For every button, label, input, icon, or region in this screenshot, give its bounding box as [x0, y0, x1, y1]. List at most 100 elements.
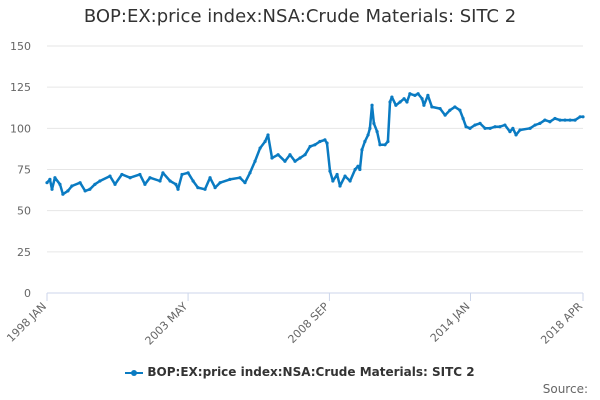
data-point: [360, 148, 364, 152]
data-point: [58, 182, 62, 186]
data-point: [488, 126, 492, 130]
data-point: [270, 156, 274, 160]
data-point: [318, 139, 322, 144]
data-point: [45, 181, 49, 185]
data-point: [573, 118, 577, 122]
data-point: [191, 179, 195, 183]
data-point: [461, 116, 465, 121]
data-point: [293, 159, 297, 163]
data-point: [298, 156, 302, 160]
data-point: [390, 95, 394, 99]
data-point: [366, 133, 370, 137]
legend-item[interactable]: BOP:EX:price index:NSA:Crude Materials: …: [0, 365, 600, 379]
data-point: [405, 100, 409, 104]
x-tick-label: 2008 SEP: [286, 300, 332, 346]
data-point: [180, 172, 184, 177]
data-point: [372, 121, 376, 125]
data-point: [263, 139, 267, 144]
y-tick-label: 100: [10, 122, 31, 135]
source-label: Source:: [542, 382, 588, 396]
data-point: [98, 179, 102, 183]
data-point: [483, 126, 487, 130]
data-point: [473, 123, 477, 127]
data-point: [176, 187, 180, 191]
data-point: [348, 179, 352, 183]
data-point: [581, 115, 585, 119]
data-point: [248, 171, 252, 175]
data-point: [138, 172, 142, 177]
data-point: [70, 184, 74, 188]
x-tick-label: 2018 APR: [538, 300, 585, 347]
data-point: [66, 189, 70, 193]
data-point: [426, 93, 430, 97]
data-point: [533, 123, 537, 127]
data-point: [553, 116, 557, 121]
data-point: [174, 182, 178, 186]
data-point: [563, 118, 567, 122]
data-point: [422, 103, 426, 107]
data-point: [464, 125, 468, 129]
data-point: [402, 97, 406, 101]
data-point: [61, 192, 65, 196]
x-tick-label: 1998 JAN: [4, 300, 49, 345]
data-point: [288, 153, 292, 157]
data-point: [120, 172, 124, 177]
data-point: [368, 126, 372, 130]
data-point: [161, 171, 165, 175]
data-point: [363, 139, 367, 144]
data-point: [386, 139, 390, 144]
data-point: [514, 133, 518, 137]
data-point: [493, 125, 497, 129]
data-point: [543, 118, 547, 122]
data-point: [458, 108, 462, 112]
data-point: [203, 187, 207, 191]
data-point: [370, 103, 374, 107]
data-point: [218, 181, 222, 185]
data-point: [213, 186, 217, 190]
data-point: [378, 143, 382, 147]
y-tick-label: 150: [10, 40, 31, 53]
chart-title: BOP:EX:price index:NSA:Crude Materials: …: [83, 6, 517, 27]
y-tick-label: 50: [17, 205, 31, 218]
data-point: [335, 172, 339, 177]
data-point: [443, 113, 447, 117]
data-point: [358, 167, 362, 172]
data-point: [313, 143, 317, 147]
data-point: [528, 126, 532, 130]
y-tick-label: 75: [17, 164, 31, 177]
data-point: [420, 97, 424, 101]
data-point: [276, 153, 280, 157]
y-tick-label: 25: [17, 246, 31, 259]
data-point: [253, 159, 257, 163]
data-point: [548, 120, 552, 124]
data-point: [258, 146, 262, 150]
data-point: [186, 171, 190, 175]
data-point: [196, 186, 200, 190]
data-point: [78, 181, 82, 185]
data-point: [448, 108, 452, 112]
data-point: [331, 179, 335, 183]
data-point: [168, 179, 172, 183]
data-point: [108, 174, 112, 178]
data-point: [328, 169, 332, 173]
data-point: [408, 92, 412, 96]
data-point: [356, 164, 360, 168]
data-point: [503, 123, 507, 127]
data-point: [478, 121, 482, 125]
data-point: [394, 103, 398, 107]
data-point: [416, 92, 420, 96]
data-point: [518, 128, 522, 132]
data-point: [388, 100, 392, 104]
data-point: [375, 130, 379, 134]
data-point: [558, 118, 562, 122]
data-point: [511, 126, 515, 130]
data-point: [83, 189, 87, 193]
data-point: [508, 130, 512, 134]
x-tick-label: 2014 JAN: [428, 300, 473, 345]
data-point: [308, 144, 312, 149]
data-point: [143, 182, 147, 186]
data-point: [48, 177, 52, 181]
data-point: [398, 100, 402, 104]
data-point: [430, 105, 434, 109]
data-point: [325, 141, 329, 145]
